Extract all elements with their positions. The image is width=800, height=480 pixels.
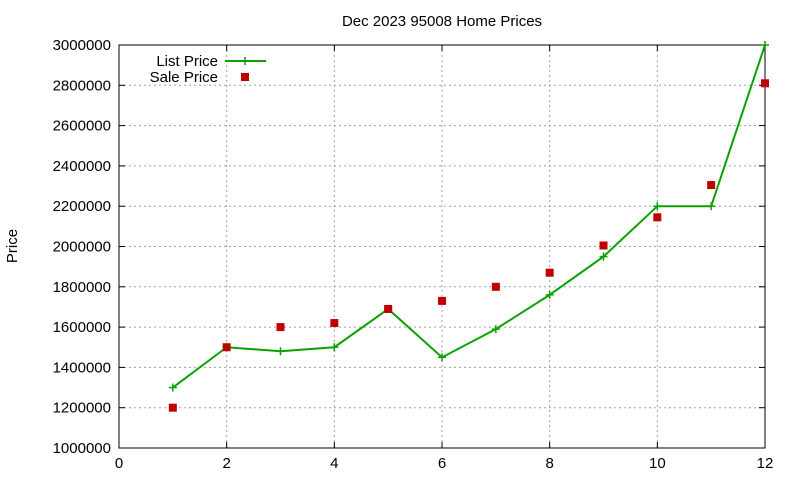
y-tick-label: 2200000 [53, 198, 111, 215]
x-tick-label: 2 [222, 455, 230, 472]
sale-price-point [168, 403, 177, 412]
sale-price-point [222, 343, 231, 352]
sale-price-point [707, 181, 716, 190]
sale-price-point [599, 241, 608, 250]
list-price-point [599, 252, 608, 261]
y-tick-label: 1800000 [53, 279, 111, 296]
y-tick-label: 2000000 [53, 239, 111, 256]
x-tick-label: 10 [649, 455, 666, 472]
list-price-point [653, 202, 662, 211]
list-price-point [545, 290, 554, 299]
x-tick-label: 4 [330, 455, 338, 472]
sale-price-point [761, 79, 769, 88]
y-tick-label: 2600000 [53, 118, 111, 135]
legend-label-list-price: List Price [156, 53, 218, 70]
sale-price-point [545, 268, 554, 277]
list-price-point [438, 353, 446, 362]
chart-title: Dec 2023 95008 Home Prices [342, 13, 542, 30]
y-tick-label: 2800000 [53, 77, 111, 94]
list-price-point [707, 202, 716, 211]
legend-entry-sale-price: Sale Price [150, 69, 249, 86]
x-tick-label: 8 [545, 455, 553, 472]
sale-price-point [276, 323, 285, 332]
y-tick-label: 1600000 [53, 319, 111, 336]
list-price-point [761, 41, 769, 49]
y-tick-label: 1400000 [53, 359, 111, 376]
legend-entry-list-price: List Price [156, 53, 266, 70]
y-axis-label: Price [4, 229, 21, 263]
list-price-point [168, 383, 177, 392]
legend-marker-list-price [241, 57, 249, 65]
list-price-point [276, 347, 285, 356]
y-tick-label: 1000000 [53, 440, 111, 457]
list-price-line [172, 44, 766, 389]
axis-ticks: 1000000 1200000 1400000 1600000 1800000 20000… [53, 37, 774, 472]
sale-price-point [330, 319, 339, 328]
x-tick-label: 6 [438, 455, 446, 472]
sale-price-point [438, 296, 446, 305]
legend-label-sale-price: Sale Price [150, 69, 218, 86]
y-tick-label: 1200000 [53, 400, 111, 417]
x-tick-label: 12 [757, 455, 774, 472]
x-tick-label: 0 [115, 455, 123, 472]
series [168, 41, 769, 412]
sale-price-point [491, 282, 500, 291]
sale-price-point [384, 304, 393, 313]
grid [119, 45, 765, 448]
legend-marker-sale-price [241, 73, 249, 81]
sale-price-series [168, 79, 769, 412]
y-tick-label: 2400000 [53, 158, 111, 175]
sale-price-point [653, 213, 662, 222]
list-price-point [330, 343, 339, 352]
y-tick-label: 3000000 [53, 37, 111, 54]
list-price-point [491, 325, 500, 334]
